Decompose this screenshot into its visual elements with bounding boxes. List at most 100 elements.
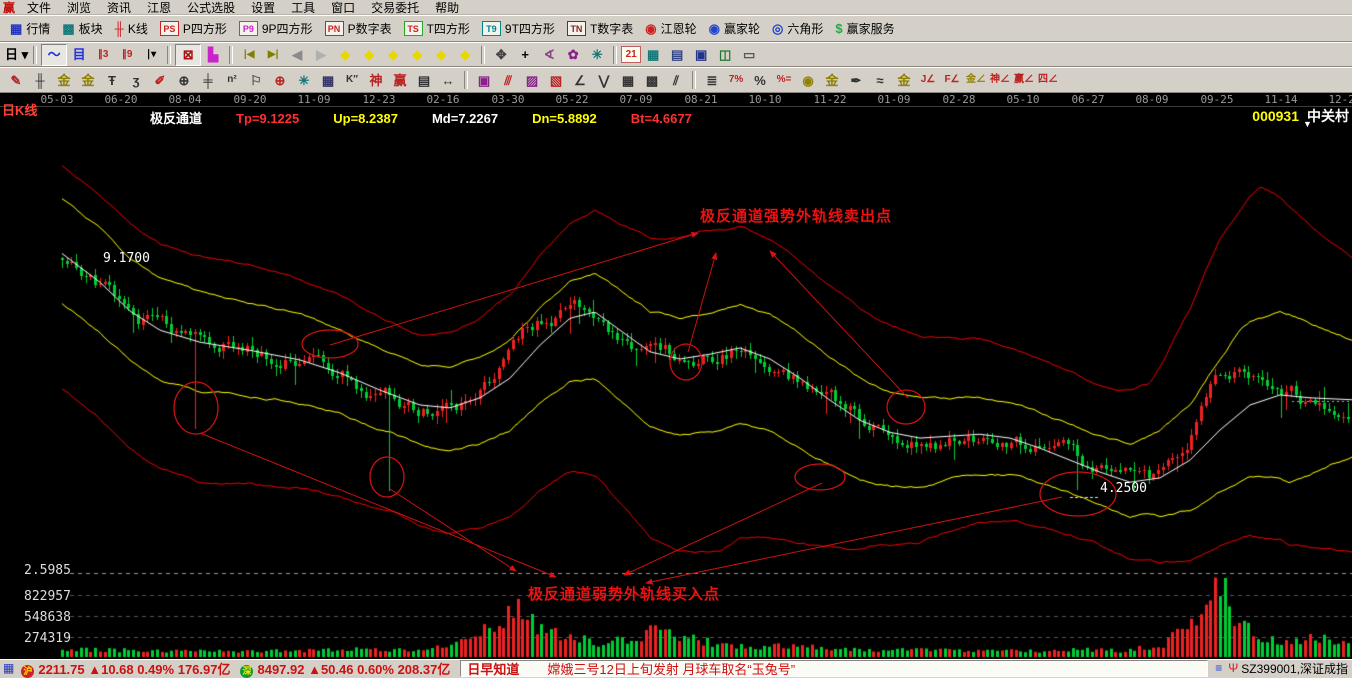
percent-lines-icon[interactable]: %= — [776, 74, 792, 85]
gold-angle-icon[interactable]: 金∠ — [966, 74, 986, 85]
pencil-icon[interactable]: ✎ — [10, 72, 22, 88]
pan-right-icon[interactable]: ◆ — [364, 47, 375, 62]
winner-wheel-button[interactable]: ◉ 赢家轮 — [703, 18, 766, 40]
gold-lines-icon[interactable]: 金 — [825, 72, 839, 88]
nav-last-icon[interactable]: ▶| — [267, 48, 279, 60]
gann-wheel-button[interactable]: ◉ 江恩轮 — [639, 18, 702, 40]
golden-section-b-icon[interactable]: 金 — [81, 72, 95, 88]
shen-angle-icon[interactable]: 神∠ — [990, 74, 1010, 85]
ying-tool-icon[interactable]: 赢 — [393, 72, 407, 88]
memo-icon[interactable]: ▤ — [670, 47, 684, 62]
ink-brush-icon[interactable]: ✒ — [850, 72, 862, 88]
hash-line-icon[interactable]: ╪ — [203, 72, 213, 88]
nine-bars-icon[interactable]: ∥9 — [121, 48, 133, 60]
zoom-horizontal-icon[interactable]: ◆ — [388, 47, 399, 62]
kline-button[interactable]: ╫ K线 — [109, 18, 154, 40]
expand-all-icon[interactable]: ◆ — [460, 47, 471, 62]
period-selector-icon[interactable]: 日 ▾ — [5, 47, 29, 62]
nav-prev-icon[interactable]: ◀ — [292, 47, 303, 62]
f-angle-icon[interactable]: F∠ — [944, 74, 960, 85]
price-ruler-icon[interactable]: ≣ — [706, 72, 718, 88]
purple-poly-icon[interactable]: ▨ — [525, 72, 539, 88]
p-digit-table-button[interactable]: PN P数字表 — [319, 18, 398, 40]
box-select-icon[interactable]: ▣ — [477, 72, 491, 88]
starburst-icon[interactable]: ✳ — [298, 72, 310, 88]
percent-icon[interactable]: % — [754, 72, 766, 88]
index-quote-0[interactable]: 2211.75 ▲10.68 0.49% 176.97亿 — [38, 661, 231, 677]
menu-8[interactable]: 交易委托 — [371, 0, 420, 15]
j-angle-icon[interactable]: J∠ — [920, 74, 936, 85]
info-panel-icon[interactable]: 目 — [72, 47, 86, 62]
hexagon-button[interactable]: ◎ 六角形 — [766, 18, 829, 40]
9t-square-button[interactable]: T9 9T四方形 — [476, 18, 561, 40]
angle-line-icon[interactable]: ∠ — [574, 72, 586, 88]
red-brush-icon[interactable]: ✐ — [154, 72, 166, 88]
quotes-button[interactable]: ▦ 行情 — [4, 18, 56, 40]
gann-grid-icon[interactable]: ╫ — [35, 72, 45, 88]
four-angle-icon[interactable]: 四∠ — [1038, 74, 1058, 85]
crosshair-icon[interactable]: + — [521, 47, 529, 62]
expand-vertical-icon[interactable]: ◆ — [436, 47, 447, 62]
n-square-icon[interactable]: n² — [227, 74, 237, 85]
candle-style-icon[interactable]: ∣▾ — [146, 48, 157, 60]
menu-9[interactable]: 帮助 — [435, 0, 460, 15]
current-index-label[interactable]: SZ399001,深证成指 — [1241, 661, 1348, 676]
red-poly-icon[interactable]: ▧ — [549, 72, 563, 88]
p-square-button[interactable]: PS P四方形 — [154, 18, 233, 40]
menu-7[interactable]: 窗口 — [331, 0, 356, 15]
gold-circle-icon[interactable]: ◉ — [802, 72, 814, 88]
target-circle-icon[interactable]: ⊕ — [274, 72, 286, 88]
angle-measure-icon[interactable]: ∢ — [543, 47, 555, 62]
news-ticker[interactable]: 日早知道 嫦娥三号12日上旬发射 月球车取名“玉兔号” — [460, 659, 1209, 677]
grid-star-icon[interactable]: ▦ — [321, 72, 335, 88]
wave-channel-icon[interactable]: ≈ — [876, 72, 884, 88]
menu-1[interactable]: 浏览 — [67, 0, 92, 15]
compress-horizontal-icon[interactable]: ◆ — [412, 47, 423, 62]
golden-section-a-icon[interactable]: 金 — [57, 72, 71, 88]
menu-3[interactable]: 江恩 — [147, 0, 172, 15]
k-quote-icon[interactable]: K″ — [345, 74, 358, 85]
nav-next-icon[interactable]: ▶ — [316, 47, 327, 62]
index-quote-1[interactable]: 8497.92 ▲50.46 0.60% 208.37亿 — [257, 661, 451, 677]
dense-grid-icon[interactable]: ▤ — [417, 72, 431, 88]
seven-percent-icon[interactable]: 7% — [728, 74, 744, 85]
menu-4[interactable]: 公式选股 — [187, 0, 236, 15]
h-span-icon[interactable]: ↔ — [441, 72, 455, 88]
slant-lines-icon[interactable]: ⫽ — [673, 72, 679, 88]
t-square-button[interactable]: TS T四方形 — [398, 18, 476, 40]
circle-ruler-icon[interactable]: ⊕ — [178, 72, 190, 88]
gann-box-tool-icon[interactable]: ✿ — [567, 47, 579, 62]
link-panel-icon[interactable]: ≡ — [1215, 661, 1223, 675]
t-digit-table-button[interactable]: TN T数字表 — [561, 18, 639, 40]
spiral-icon[interactable]: ʒ — [132, 72, 140, 88]
9p-square-button[interactable]: P9 9P四方形 — [233, 18, 319, 40]
trend-line-mode-icon[interactable]: 〜 — [41, 43, 68, 66]
shen-tool-icon[interactable]: 神 — [369, 72, 383, 88]
network-icon[interactable]: ◫ — [718, 47, 732, 62]
ying-angle-icon[interactable]: 赢∠ — [1014, 74, 1034, 85]
sectors-button[interactable]: ▩ 板块 — [56, 18, 108, 40]
menu-6[interactable]: 工具 — [291, 0, 316, 15]
v-pattern-icon[interactable]: ⋁ — [598, 72, 610, 88]
mirror-flag-icon[interactable]: ⚐ — [250, 72, 262, 88]
quote-table-icon[interactable]: ▦ — [3, 661, 15, 675]
printer-icon[interactable]: ▭ — [742, 47, 756, 62]
calculator-icon[interactable]: ▦ — [646, 47, 660, 62]
main-figure-icon[interactable]: ⊠ — [175, 43, 202, 66]
menu-2[interactable]: 资讯 — [107, 0, 132, 15]
ray-fan-icon[interactable]: ⫻ — [504, 72, 512, 88]
menu-5[interactable]: 设置 — [251, 0, 276, 15]
save-icon[interactable]: ▣ — [694, 47, 708, 62]
f-line-icon[interactable]: Ŧ — [108, 72, 116, 88]
price-chart-canvas[interactable] — [0, 123, 1352, 659]
three-bars-icon[interactable]: ∥3 — [97, 48, 109, 60]
calendar-icon[interactable]: 21 — [621, 46, 642, 63]
winner-service-button[interactable]: $ 赢家服务 — [829, 18, 900, 40]
grid-box-b-icon[interactable]: ▩ — [645, 72, 659, 88]
pan-left-icon[interactable]: ◆ — [340, 47, 351, 62]
indicator-histogram-icon[interactable]: ▙ — [208, 47, 219, 62]
dragon-tool-icon[interactable]: ✳ — [591, 47, 603, 62]
gold-char-icon[interactable]: 金 — [897, 72, 911, 88]
nav-first-icon[interactable]: |◀ — [243, 48, 255, 60]
menu-0[interactable]: 文件 — [27, 0, 52, 15]
